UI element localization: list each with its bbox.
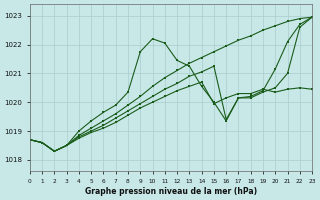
X-axis label: Graphe pression niveau de la mer (hPa): Graphe pression niveau de la mer (hPa) bbox=[85, 187, 257, 196]
